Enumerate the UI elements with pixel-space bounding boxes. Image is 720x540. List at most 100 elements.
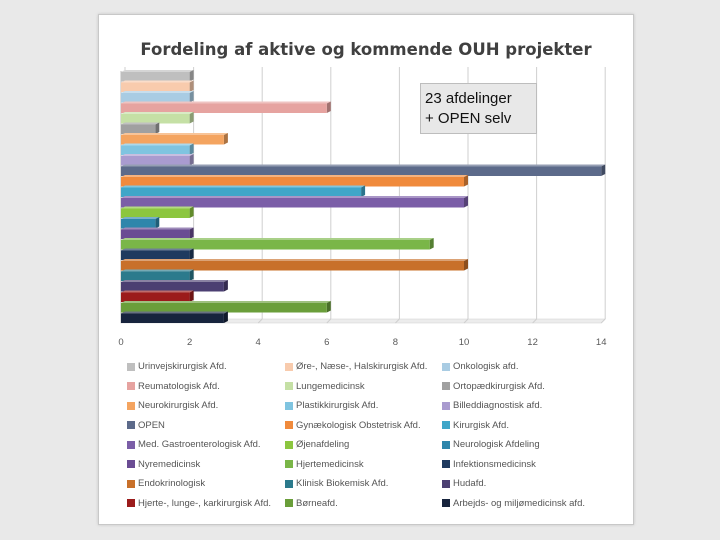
bar-top xyxy=(121,280,228,282)
legend-swatch xyxy=(442,479,450,488)
legend-item: Gynækologisk Obstetrisk Afd. xyxy=(285,420,421,431)
legend-label: Hudafd. xyxy=(453,478,487,489)
bar xyxy=(121,143,194,155)
legend-swatch xyxy=(127,499,135,507)
x-tick-label: 12 xyxy=(527,337,538,348)
legend-swatch xyxy=(442,362,450,371)
legend-swatch xyxy=(127,440,135,449)
legend-label: Plastikkirurgisk Afd. xyxy=(296,400,379,411)
legend-swatch xyxy=(442,421,450,429)
bar-end xyxy=(429,238,434,250)
gridline-foot xyxy=(532,318,537,324)
legend-item: Onkologisk afd. xyxy=(442,361,518,372)
legend-item: Hjertemedicinsk xyxy=(285,459,364,470)
bar-front xyxy=(121,292,190,302)
legend-label: Med. Gastroenterologisk Afd. xyxy=(138,439,261,450)
bar xyxy=(121,311,228,323)
bar-end xyxy=(189,248,194,260)
bar-front xyxy=(121,219,156,229)
bar-end xyxy=(326,301,331,313)
bar-top xyxy=(121,217,160,219)
bar-end xyxy=(189,269,194,281)
bar xyxy=(121,164,606,176)
bar-end xyxy=(223,280,228,292)
chart-panel: 0 2 4 6 8 10 12 14 Fordeling af aktive og komme… xyxy=(98,14,634,525)
bar xyxy=(121,91,194,103)
bar-front xyxy=(121,250,190,260)
bar xyxy=(121,217,160,229)
bar-end xyxy=(155,122,160,134)
bar-front xyxy=(121,93,190,103)
bar-end xyxy=(361,185,366,197)
bar-front xyxy=(121,187,362,197)
bar-top xyxy=(121,196,468,198)
bar xyxy=(121,248,194,260)
bar-front xyxy=(121,156,190,166)
legend-label: Urinvejskirurgisk Afd. xyxy=(138,361,227,372)
legend-label: Onkologisk afd. xyxy=(453,361,519,372)
legend-label: Hjerte-, lunge-, karkirurgisk Afd. xyxy=(138,497,272,509)
bar-top xyxy=(121,80,194,83)
x-tick-label: 8 xyxy=(393,337,398,348)
x-tick-label: 4 xyxy=(256,337,261,348)
legend-item: Reumatologisk Afd. xyxy=(127,381,220,392)
bar xyxy=(121,80,194,92)
bar-top xyxy=(121,133,228,135)
legend-label: Øjenafdeling xyxy=(296,439,350,450)
bar-end xyxy=(189,227,194,239)
legend-item: Endokrinologisk xyxy=(127,478,205,489)
gridline-foot xyxy=(463,318,469,324)
legend-item: Børneafd. xyxy=(285,498,338,509)
bar-top xyxy=(121,122,160,125)
legend-item: Urinvejskirurgisk Afd. xyxy=(127,361,227,372)
bar xyxy=(121,227,194,239)
x-tick-label: 2 xyxy=(187,337,192,348)
bar-end xyxy=(189,70,194,82)
bar-front xyxy=(121,177,464,187)
bar-top xyxy=(121,206,194,209)
bar xyxy=(121,196,468,208)
bar xyxy=(121,280,228,292)
bar-front xyxy=(121,271,190,281)
bar-top xyxy=(121,101,331,104)
bar xyxy=(121,154,194,166)
legend-item: Arbejds- og miljømedicinsk afd. xyxy=(442,498,585,509)
bar-end xyxy=(326,101,331,113)
legend-item: Lungemedicinsk xyxy=(285,381,365,392)
bar xyxy=(121,70,194,82)
chart-title: Fordeling af aktive og kommende OUH proj… xyxy=(140,40,592,59)
gridline-foot xyxy=(326,318,332,324)
legend-swatch xyxy=(127,382,135,390)
bar-top xyxy=(121,290,194,293)
legend-swatch xyxy=(442,460,450,468)
bar-front xyxy=(121,166,602,176)
bar-top xyxy=(121,269,194,272)
legend-swatch xyxy=(127,401,135,410)
legend-item: Øre-, Næse-, Halskirurgisk Afd. xyxy=(285,361,427,372)
gridline-foot xyxy=(257,318,263,324)
legend-item: Hjerte-, lunge-, karkirurgisk Afd. xyxy=(127,498,271,509)
bar-front xyxy=(121,229,190,239)
legend-item: Neurokirurgisk Afd. xyxy=(127,400,218,411)
legend-item: Klinisk Biokemisk Afd. xyxy=(285,478,388,489)
legend-item: Billeddiagnostisk afd. xyxy=(442,400,542,411)
bar-front xyxy=(121,303,327,313)
bar-end xyxy=(189,80,194,92)
bar-front xyxy=(121,313,224,323)
bar-top xyxy=(121,70,194,72)
legend-label: Børneafd. xyxy=(296,497,338,509)
bar-top xyxy=(121,301,331,303)
bar xyxy=(121,122,160,134)
legend-swatch xyxy=(127,362,135,371)
legend-swatch xyxy=(442,401,450,410)
legend-swatch xyxy=(127,460,135,468)
bar-end xyxy=(464,259,468,271)
bar-top xyxy=(121,164,606,167)
legend-swatch xyxy=(442,382,450,390)
legend-label: Endokrinologisk xyxy=(138,478,206,489)
legend-swatch xyxy=(127,479,135,488)
legend-swatch xyxy=(285,460,293,468)
bar-end xyxy=(189,143,194,155)
bar-top xyxy=(121,259,468,261)
x-tick-label: 10 xyxy=(459,337,470,348)
